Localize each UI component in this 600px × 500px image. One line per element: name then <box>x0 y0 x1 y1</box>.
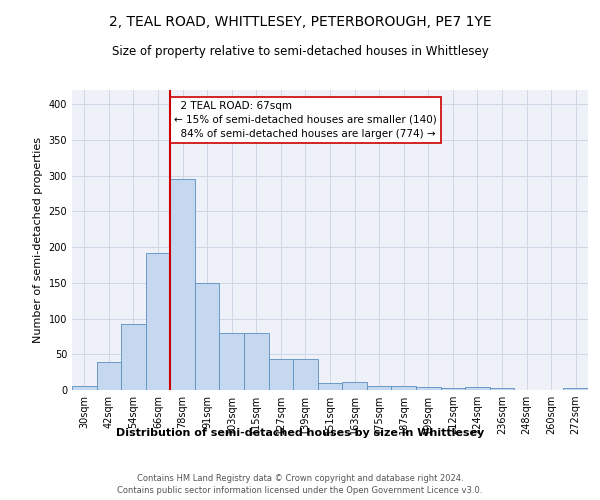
Bar <box>318 383 342 390</box>
Bar <box>293 358 318 390</box>
Bar <box>490 388 514 390</box>
Bar <box>342 382 367 390</box>
Bar <box>195 283 220 390</box>
Text: Contains public sector information licensed under the Open Government Licence v3: Contains public sector information licen… <box>118 486 482 495</box>
Text: 2 TEAL ROAD: 67sqm
← 15% of semi-detached houses are smaller (140)
  84% of semi: 2 TEAL ROAD: 67sqm ← 15% of semi-detache… <box>174 100 437 138</box>
Text: Distribution of semi-detached houses by size in Whittlesey: Distribution of semi-detached houses by … <box>116 428 484 438</box>
Bar <box>146 253 170 390</box>
Bar <box>170 180 195 390</box>
Text: 2, TEAL ROAD, WHITTLESEY, PETERBOROUGH, PE7 1YE: 2, TEAL ROAD, WHITTLESEY, PETERBOROUGH, … <box>109 15 491 29</box>
Bar <box>563 388 588 390</box>
Bar <box>391 386 416 390</box>
Bar <box>367 386 391 390</box>
Bar <box>220 333 244 390</box>
Text: Contains HM Land Registry data © Crown copyright and database right 2024.: Contains HM Land Registry data © Crown c… <box>137 474 463 483</box>
Bar <box>465 387 490 390</box>
Bar <box>440 388 465 390</box>
Bar <box>72 386 97 390</box>
Bar <box>416 387 440 390</box>
Text: Size of property relative to semi-detached houses in Whittlesey: Size of property relative to semi-detach… <box>112 45 488 58</box>
Bar <box>244 333 269 390</box>
Y-axis label: Number of semi-detached properties: Number of semi-detached properties <box>33 137 43 343</box>
Bar <box>97 362 121 390</box>
Bar <box>269 358 293 390</box>
Bar <box>121 324 146 390</box>
